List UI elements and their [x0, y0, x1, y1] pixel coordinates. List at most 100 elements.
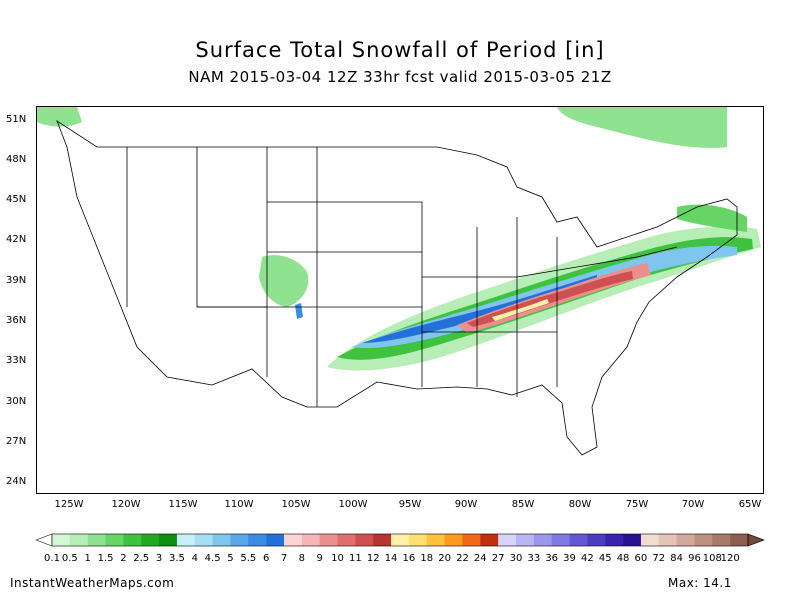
snow-band-yellow	[492, 299, 549, 321]
colorbar-swatch	[462, 534, 481, 546]
us-outline	[56, 119, 738, 456]
colorbar-tick-label: 3.5	[168, 553, 185, 564]
colorbar-swatch	[230, 534, 249, 546]
colorbar-swatch	[658, 534, 677, 546]
colorbar-swatch	[498, 534, 517, 546]
colorbar-tick-label: 1	[84, 553, 91, 564]
colorbar-tick-label: 5.5	[240, 553, 257, 564]
colorbar-swatch	[605, 534, 624, 546]
colorbar-tick-label: 0.1	[44, 553, 60, 564]
snowfall-map	[37, 107, 761, 456]
colorbar-swatch	[301, 534, 320, 546]
colorbar-swatch	[105, 534, 124, 546]
colorbar-swatch	[587, 534, 606, 546]
lon-label: 80W	[568, 499, 592, 510]
snow-patch-colorado	[259, 255, 309, 307]
colorbar-swatch	[123, 534, 142, 546]
colorbar-tick-label: 22	[456, 553, 469, 564]
colorbar-tick-label: 11	[349, 553, 362, 564]
lon-label: 125W	[54, 499, 84, 510]
snow-patch-northwest	[37, 107, 82, 127]
max-value: Max: 14.1	[668, 576, 732, 590]
colorbar-swatch	[640, 534, 660, 546]
map-title: Surface Total Snowfall of Period [in]	[195, 38, 605, 62]
colorbar-swatch	[194, 534, 213, 546]
colorbar-tick-label: 96	[688, 553, 701, 564]
colorbar-swatch	[373, 534, 392, 546]
colorbar-frame	[51, 533, 749, 547]
colorbar-swatch	[730, 534, 749, 546]
map-boundaries	[56, 119, 738, 456]
lat-label: 27N	[6, 436, 27, 447]
colorbar-tick-label: 84	[670, 553, 683, 564]
lon-label: 100W	[338, 499, 368, 510]
colorbar-tick-label: 4	[191, 553, 198, 564]
colorbar-tick-label: 72	[652, 553, 666, 564]
colorbar-tick-label: 7	[280, 553, 288, 564]
map-panel	[36, 106, 764, 494]
snowfall-shading	[37, 107, 761, 371]
snow-patch-colorado-blue	[295, 303, 303, 319]
colorbar-swatch	[69, 534, 88, 546]
colorbar-tick-label: 42	[581, 553, 594, 564]
lat-label: 36N	[6, 315, 27, 326]
colorbar-tick-label: 4.5	[204, 553, 221, 564]
colorbar-tick-label: 12	[366, 553, 380, 564]
colorbar-swatch	[533, 534, 552, 546]
colorbar-swatch	[712, 534, 731, 546]
lat-label: 33N	[6, 355, 27, 366]
lon-label: 115W	[168, 499, 198, 510]
colorbar-swatch	[694, 534, 713, 546]
map-subtitle: NAM 2015-03-04 12Z 33hr fcst valid 2015-…	[188, 68, 612, 86]
colorbar-swatch	[159, 534, 178, 546]
colorbar-swatch	[676, 534, 695, 546]
lon-label: 95W	[398, 499, 422, 510]
snow-patch-newengland	[677, 204, 747, 232]
lat-label: 42N	[6, 234, 27, 245]
colorbar-tick-label: 10	[331, 553, 344, 564]
colorbar-swatch	[569, 534, 588, 546]
lon-label: 90W	[454, 499, 478, 510]
lon-label: 110W	[224, 499, 254, 510]
lat-label: 51N	[6, 114, 27, 125]
colorbar-swatch	[355, 534, 374, 546]
lat-label: 24N	[6, 476, 27, 487]
colorbar-tick-label: 39	[563, 553, 576, 564]
snow-patch-northeast	[557, 107, 727, 148]
colorbar-swatch	[337, 534, 356, 546]
colorbar-tick-label: 18	[420, 553, 434, 564]
colorbar-tick-label: 6	[262, 553, 270, 564]
lon-label: 120W	[111, 499, 141, 510]
colorbar-swatch	[391, 534, 410, 546]
lon-label: 75W	[625, 499, 649, 510]
colorbar-swatch	[551, 534, 570, 546]
colorbar-tick-label: 48	[616, 553, 630, 564]
colorbar-tick-label: 2.5	[133, 553, 150, 564]
colorbar-tick-label: 1.5	[97, 553, 114, 564]
lat-label: 45N	[6, 194, 27, 205]
colorbar-swatch	[408, 534, 428, 546]
colorbar-min-arrow	[35, 533, 53, 547]
snow-band-darkblue	[362, 275, 597, 343]
colorbar-swatch	[248, 534, 267, 546]
colorbar-swatch	[444, 534, 463, 546]
colorbar-tick-label: 5	[227, 553, 234, 564]
colorbar-tick-label: 33	[527, 553, 541, 564]
colorbar-tick-label: 3	[155, 553, 163, 564]
colorbar-swatch	[516, 534, 535, 546]
colorbar-tick-label: 2	[120, 553, 127, 564]
lat-label: 30N	[6, 396, 27, 407]
colorbar-swatch	[480, 534, 499, 546]
colorbar-swatch	[319, 534, 338, 546]
colorbar-tick-label: 24	[473, 553, 487, 564]
lat-label: 48N	[6, 154, 27, 165]
colorbar-swatch	[176, 534, 196, 546]
colorbar-swatch	[623, 534, 642, 546]
colorbar-tick-label: 60	[634, 553, 648, 564]
colorbar-swatch	[141, 534, 160, 546]
lon-label: 65W	[738, 499, 762, 510]
colorbar-tick-label: 14	[384, 553, 398, 564]
lat-label: 39N	[6, 275, 27, 286]
colorbar-swatch	[52, 534, 71, 546]
state-line-14	[576, 246, 678, 268]
